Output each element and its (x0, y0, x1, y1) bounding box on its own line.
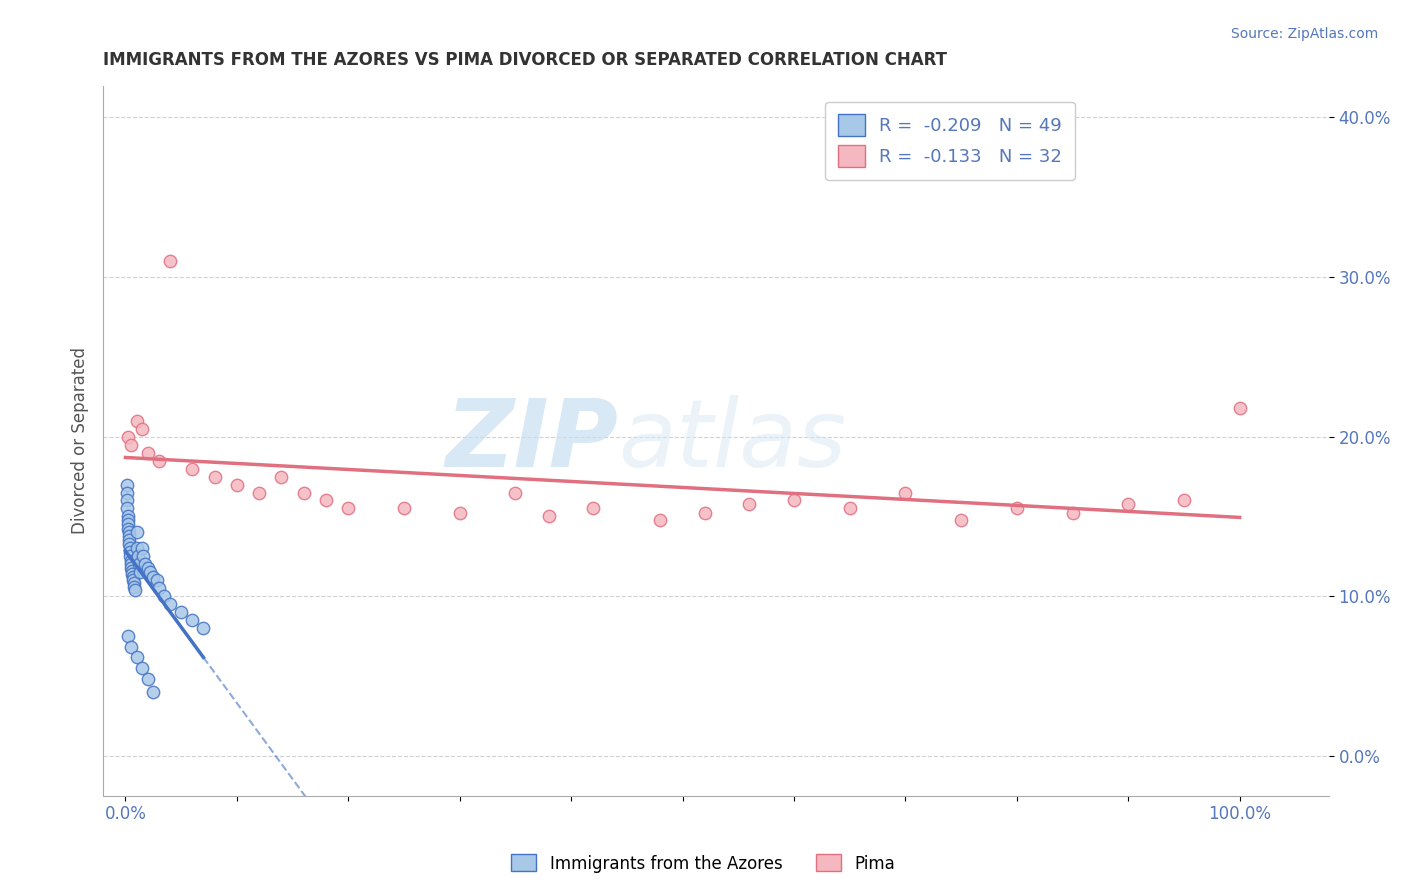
Legend: Immigrants from the Azores, Pima: Immigrants from the Azores, Pima (505, 847, 901, 880)
Point (129, 566, 152, 580)
Point (117, 629, 139, 643)
Point (118, 528, 141, 542)
Point (132, 549, 155, 564)
Point (120, 560, 142, 574)
Point (131, 661, 153, 675)
Point (142, 685, 165, 699)
Point (1005, 501, 1028, 516)
Point (1229, 401, 1251, 415)
Text: Source: ZipAtlas.com: Source: ZipAtlas.com (1230, 27, 1378, 41)
Point (139, 566, 162, 580)
Point (159, 254, 181, 268)
Point (128, 558, 150, 572)
Point (124, 576, 146, 591)
Point (117, 509, 139, 524)
Point (115, 477, 138, 491)
Point (170, 605, 193, 619)
Point (204, 469, 226, 483)
Point (315, 493, 337, 508)
Point (118, 549, 141, 564)
Legend: R =  -0.209   N = 49, R =  -0.133   N = 32: R = -0.209 N = 49, R = -0.133 N = 32 (825, 102, 1074, 180)
Point (225, 477, 247, 491)
Point (193, 621, 215, 635)
Point (118, 533, 141, 548)
Point (159, 597, 181, 611)
Point (449, 506, 471, 520)
Point (136, 672, 159, 686)
Point (124, 580, 146, 594)
Point (120, 554, 142, 568)
Point (1062, 506, 1084, 520)
Point (115, 485, 138, 500)
Point (337, 501, 360, 516)
Point (838, 501, 860, 516)
Point (118, 541, 141, 556)
Point (121, 564, 143, 578)
Text: IMMIGRANTS FROM THE AZORES VS PIMA DIVORCED OR SEPARATED CORRELATION CHART: IMMIGRANTS FROM THE AZORES VS PIMA DIVOR… (103, 51, 948, 69)
Point (392, 501, 415, 516)
Point (122, 574, 145, 588)
Point (131, 422, 153, 436)
Point (118, 544, 141, 558)
Point (118, 536, 141, 550)
Point (131, 541, 153, 556)
Point (118, 525, 141, 540)
Point (115, 493, 138, 508)
Point (783, 493, 806, 508)
Point (122, 570, 145, 584)
Point (148, 453, 170, 467)
Point (120, 437, 142, 451)
Text: ZIP: ZIP (446, 394, 617, 487)
Point (650, 513, 672, 527)
Point (738, 497, 761, 511)
Point (115, 501, 138, 516)
Point (117, 517, 139, 532)
Point (270, 469, 292, 483)
Point (145, 574, 167, 588)
Point (292, 485, 315, 500)
Point (121, 566, 143, 581)
Point (125, 525, 148, 540)
Point (136, 560, 159, 574)
Y-axis label: Divorced or Separated: Divorced or Separated (72, 347, 89, 534)
Text: atlas: atlas (617, 395, 846, 486)
Point (127, 549, 149, 564)
Point (1173, 493, 1195, 508)
Point (247, 485, 270, 500)
Point (894, 485, 917, 500)
Point (148, 581, 170, 595)
Point (125, 541, 148, 556)
Point (120, 640, 142, 655)
Point (181, 461, 204, 475)
Point (124, 582, 146, 597)
Point (505, 485, 527, 500)
Point (537, 509, 560, 524)
Point (153, 589, 176, 603)
Point (117, 522, 139, 536)
Point (117, 430, 139, 444)
Point (142, 570, 165, 584)
Point (582, 501, 605, 516)
Point (125, 414, 148, 428)
Point (693, 506, 716, 520)
Point (134, 558, 156, 572)
Point (136, 445, 159, 459)
Point (181, 613, 204, 627)
Point (950, 513, 973, 527)
Point (125, 649, 148, 664)
Point (120, 558, 142, 572)
Point (1116, 497, 1139, 511)
Point (117, 513, 139, 527)
